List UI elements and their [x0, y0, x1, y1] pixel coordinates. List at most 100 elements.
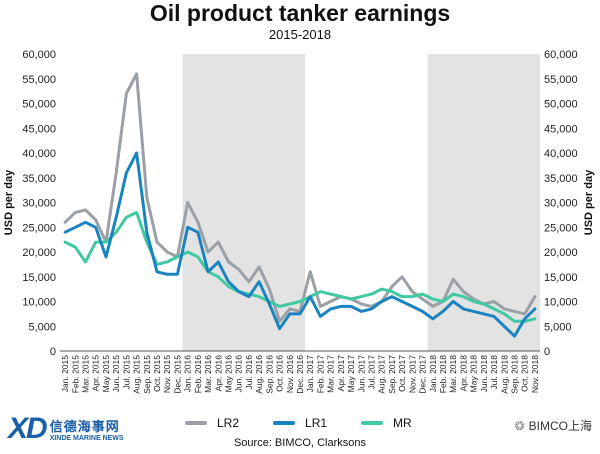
legend-swatch-lr2	[185, 421, 207, 425]
y-tick-left: 15,000	[22, 272, 56, 284]
x-tick-label: Dec. 2017	[418, 355, 428, 394]
x-tick-label: Oct. 2016	[275, 355, 285, 392]
x-tick-label: Dec. 2015	[172, 355, 182, 394]
x-tick-label: Jul. 2017	[366, 355, 376, 390]
x-tick-label: Jun. 2016	[234, 355, 244, 393]
y-tick-right: 45,000	[544, 123, 578, 135]
source-note: Source: BIMCO, Clarksons	[233, 437, 367, 449]
x-tick-label: Oct. 2018	[520, 355, 530, 392]
x-tick-label: Oct. 2017	[397, 355, 407, 392]
x-tick-label: Mar. 2018	[448, 355, 458, 393]
y-tick-left: 35,000	[22, 173, 56, 185]
logo-mark: XD	[8, 412, 48, 445]
shaded-periods	[182, 54, 540, 351]
x-tick-label: Apr. 2016	[213, 355, 223, 392]
y-tick-right: 60,000	[544, 49, 578, 61]
y-tick-left: 30,000	[22, 198, 56, 210]
y-tick-left: 25,000	[22, 222, 56, 234]
x-tick-label: Sep. 2016	[264, 355, 274, 394]
x-axis-ticks: Jan. 2015 Feb. 2015 Mar. 2015 Apr. 2015 May …	[60, 355, 540, 394]
x-tick-label: Apr. 2018	[458, 355, 468, 392]
x-tick-label: Aug. 2017	[377, 355, 387, 394]
legend: LR2 LR1 MR	[185, 415, 446, 431]
x-tick-label: Mar. 2016	[203, 355, 213, 393]
x-tick-label: Aug. 2016	[254, 355, 264, 394]
x-tick-label: Feb. 2015	[70, 355, 80, 394]
x-tick-label: May 2015	[101, 355, 111, 393]
y-tick-right: 20,000	[544, 247, 578, 259]
series-line-lr1	[63, 151, 537, 338]
x-tick-label: Sep. 2015	[142, 355, 152, 394]
legend-item-lr1: LR1	[273, 416, 327, 430]
x-tick-label: Aug. 2018	[499, 355, 509, 394]
y-tick-left: 60,000	[22, 49, 56, 61]
chart-subtitle: 2015-2018	[268, 27, 332, 42]
chart-title: Oil product tanker earnings	[149, 0, 451, 26]
legend-item-mr: MR	[361, 416, 412, 430]
x-tick-label: Jun. 2017	[356, 355, 366, 393]
y-tick-left: 45,000	[22, 123, 56, 135]
y-tick-left: 5,000	[28, 321, 56, 333]
x-tick-label: Sep. 2018	[509, 355, 519, 394]
legend-item-lr2: LR2	[185, 416, 239, 430]
x-tick-label: Jul. 2015	[121, 355, 131, 390]
legend-swatch-lr1	[273, 421, 296, 425]
y-tick-right: 25,000	[544, 222, 578, 234]
x-tick-label: May 2017	[346, 355, 356, 393]
x-tick-label: Apr. 2015	[91, 355, 101, 392]
x-tick-label: Jan. 2017	[305, 355, 315, 393]
y-tick-left: 20,000	[22, 247, 56, 259]
right-y-axis-label: USD per day	[583, 169, 595, 235]
y-tick-right: 5,000	[544, 321, 572, 333]
y-tick-right: 50,000	[544, 99, 578, 111]
x-tick-label: Jul. 2018	[489, 355, 499, 390]
left-y-axis-ticks: 0 5,000 10,000 15,000 20,000 25,000 30,000 35,0…	[22, 49, 56, 358]
x-tick-label: Dec. 2016	[295, 355, 305, 394]
logo-chinese-name: 信德海事网	[49, 419, 120, 434]
x-tick-label: Mar. 2017	[326, 355, 336, 393]
legend-swatch-mr	[361, 421, 384, 425]
watermark-text: BIMCO上海	[528, 419, 592, 433]
x-tick-label: Jun. 2015	[111, 355, 121, 393]
x-tick-label: Jan. 2015	[60, 355, 70, 393]
wechat-watermark: ❂ BIMCO上海	[515, 417, 592, 434]
series-lines	[63, 72, 537, 338]
y-tick-left: 40,000	[22, 148, 56, 160]
x-tick-label: Aug. 2015	[132, 355, 142, 394]
x-tick-label: Jan. 2016	[183, 355, 193, 393]
x-tick-label: May 2016	[224, 355, 234, 393]
xinde-marine-news-logo: XD 信德海事网 XINDE MARINE NEWS	[8, 412, 124, 446]
x-tick-label: Nov. 2016	[285, 355, 295, 393]
line-chart: 0 5,000 10,000 15,000 20,000 25,000 30,000 35,0…	[3, 49, 595, 394]
x-tick-label: May 2018	[469, 355, 479, 393]
x-tick-label: Jun. 2018	[479, 355, 489, 393]
wechat-icon: ❂	[514, 418, 525, 433]
y-tick-right: 40,000	[544, 148, 578, 160]
y-tick-right: 30,000	[544, 198, 578, 210]
legend-label-lr1: LR1	[305, 416, 328, 430]
x-tick-label: Oct. 2015	[152, 355, 162, 392]
x-tick-label: Mar. 2015	[81, 355, 91, 393]
logo-text: 信德海事网 XINDE MARINE NEWS	[50, 416, 124, 442]
x-tick-label: Nov. 2017	[407, 355, 417, 393]
right-y-axis-ticks: 0 5,000 10,000 15,000 20,000 25,000 30,000 35,0…	[544, 49, 578, 358]
x-tick-label: Nov. 2015	[162, 355, 172, 393]
y-tick-right: 15,000	[544, 272, 578, 284]
legend-label-mr: MR	[393, 416, 412, 430]
y-tick-left: 10,000	[22, 297, 56, 309]
x-tick-label: Sep. 2017	[387, 355, 397, 394]
y-tick-right: 35,000	[544, 173, 578, 185]
x-tick-label: Apr. 2017	[336, 355, 346, 392]
shaded-period-0	[182, 54, 306, 351]
logo-english-name: XINDE MARINE NEWS	[49, 435, 124, 442]
shaded-period-1	[427, 54, 540, 351]
y-tick-right: 0	[544, 346, 550, 358]
series-line-mr	[63, 210, 537, 323]
y-tick-left: 50,000	[22, 99, 56, 111]
x-tick-label: Feb. 2017	[315, 355, 325, 394]
x-tick-label: Feb. 2018	[438, 355, 448, 394]
y-tick-right: 55,000	[544, 74, 578, 86]
x-tick-label: Nov. 2018	[530, 355, 540, 393]
y-tick-left: 55,000	[22, 74, 56, 86]
x-tick-label: Jul. 2016	[244, 355, 254, 390]
